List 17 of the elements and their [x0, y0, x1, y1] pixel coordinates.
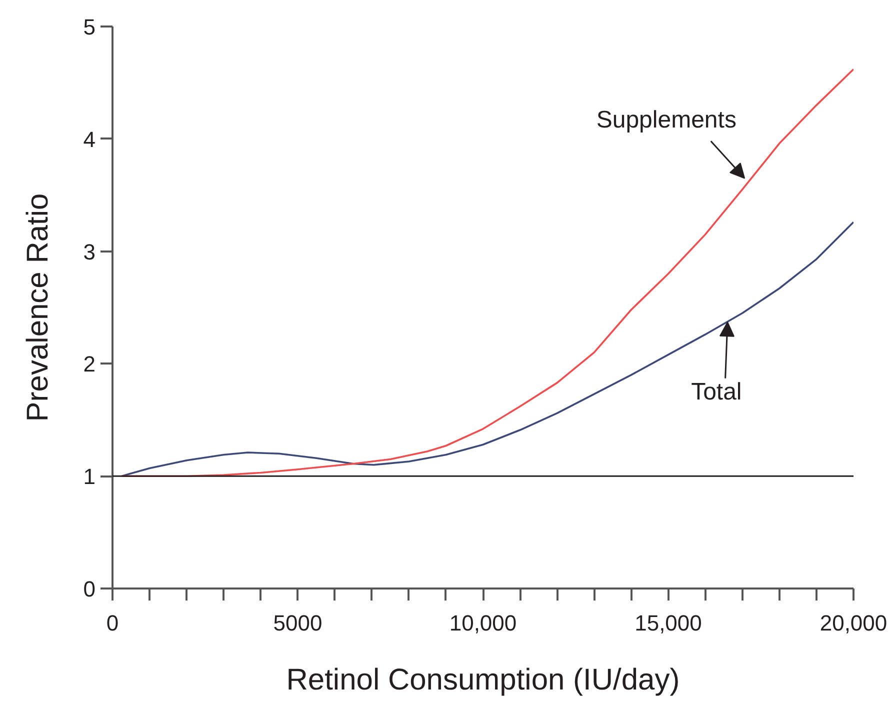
y-tick-label: 0 — [83, 576, 96, 602]
y-tick-label: 5 — [83, 14, 96, 40]
y-tick-label: 4 — [83, 126, 96, 152]
y-axis-title: Prevalence Ratio — [21, 193, 54, 422]
x-tick-label: 20,000 — [820, 610, 888, 636]
x-tick-label: 10,000 — [449, 610, 517, 636]
x-axis-title: Retinol Consumption (IU/day) — [286, 664, 680, 696]
y-tick-label: 2 — [83, 352, 96, 377]
x-tick-label: 0 — [106, 610, 119, 636]
annotation: Total — [691, 378, 742, 406]
line-series — [120, 68, 854, 477]
y-tick-label: 1 — [83, 464, 96, 490]
x-tick-label: 5000 — [273, 610, 322, 636]
y-tick-label: 3 — [83, 239, 96, 264]
annotation: Supplements — [596, 106, 736, 134]
x-tick-label: 15,000 — [634, 610, 702, 636]
line-series — [120, 221, 854, 477]
